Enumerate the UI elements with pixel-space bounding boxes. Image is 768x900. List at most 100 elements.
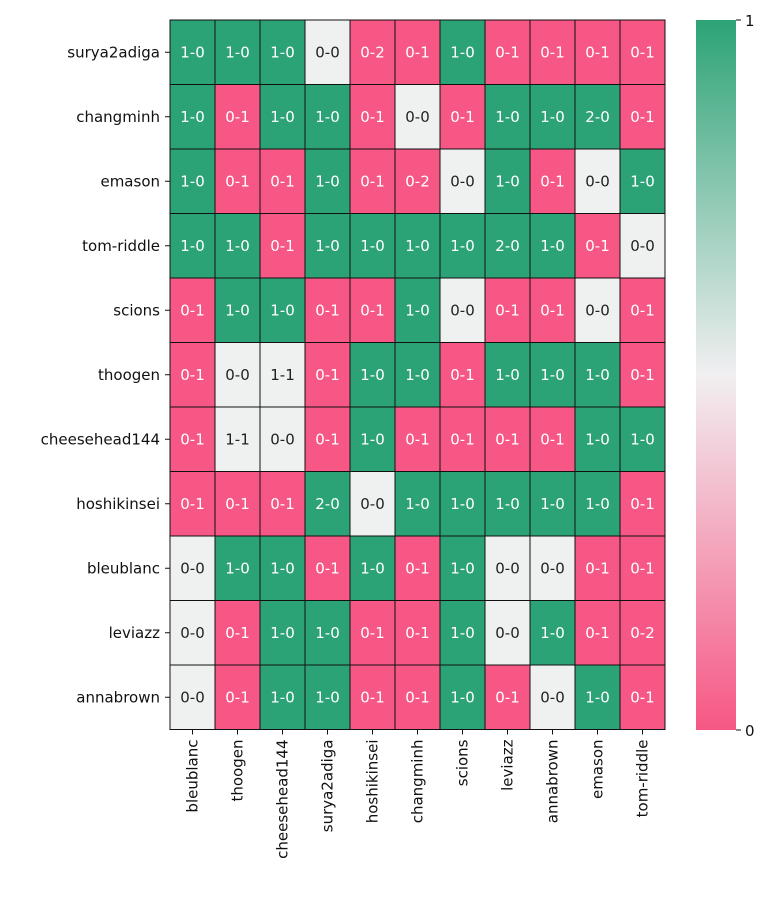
cell-annotation: 0-1: [360, 624, 385, 642]
cell-annotation: 1-0: [225, 301, 250, 319]
cell-annotation: 1-0: [180, 237, 205, 255]
cell-annotation: 1-0: [585, 430, 610, 448]
cell-annotation: 1-0: [630, 430, 655, 448]
cell-annotation: 0-1: [405, 43, 430, 61]
cell-annotation: 1-0: [360, 430, 385, 448]
cell-annotation: 0-1: [180, 430, 205, 448]
cell-annotation: 0-0: [180, 559, 205, 577]
cell-annotation: 1-0: [540, 624, 565, 642]
heatmap-cell: [259, 277, 306, 343]
heatmap-cell: [619, 277, 666, 343]
heatmap-cell: [529, 342, 576, 408]
cell-annotation: 0-1: [540, 301, 565, 319]
cell-annotation: 0-1: [180, 301, 205, 319]
heatmap-cell: [259, 406, 306, 472]
cell-annotation: 1-0: [450, 688, 475, 706]
heatmap-cell: [169, 19, 216, 85]
heatmap-cell: [529, 277, 576, 343]
cell-annotation: 0-1: [630, 43, 655, 61]
y-tick-labels: surya2adiga changminh emason tom-riddle scio…: [39, 42, 170, 708]
cell-annotation: 0-0: [225, 366, 250, 384]
cell-annotation: 0-1: [630, 301, 655, 319]
colorbar-tick-0: 0: [745, 722, 755, 740]
cell-annotation: 0-1: [360, 301, 385, 319]
heatmap-cell: [574, 406, 621, 472]
heatmap-cell: [484, 664, 531, 730]
cell-annotation: 0-1: [630, 366, 655, 384]
cell-annotation: 0-2: [405, 172, 430, 190]
cell-annotation: 1-0: [540, 495, 565, 513]
cell-annotation: 1-0: [315, 688, 340, 706]
cell-annotation: 0-1: [540, 430, 565, 448]
cell-annotation: 1-0: [450, 237, 475, 255]
heatmap-cell: [574, 277, 621, 343]
cell-annotation: 1-0: [405, 495, 430, 513]
cell-annotation: 0-2: [360, 43, 385, 61]
cell-annotation: 0-1: [315, 366, 340, 384]
heatmap-cell: [349, 664, 396, 730]
heatmap-cell: [439, 471, 486, 537]
heatmap-cell: [529, 406, 576, 472]
cell-annotation: 1-0: [180, 43, 205, 61]
cell-annotation: 0-1: [585, 237, 610, 255]
x-tick-label: hoshikinsei: [364, 740, 382, 824]
y-tick-label: hoshikinsei: [76, 495, 160, 513]
y-tick-label: emason: [100, 172, 160, 190]
heatmap-cell: [214, 664, 261, 730]
x-tick-labels: bleublanc thoogen cheesehead144 surya2adiga…: [182, 729, 653, 860]
cell-annotation: 1-0: [540, 366, 565, 384]
x-tick-label: surya2adiga: [319, 740, 337, 833]
cell-annotation: 0-1: [405, 430, 430, 448]
cell-annotation: 1-0: [270, 559, 295, 577]
colorbar: 1 0: [696, 12, 755, 740]
cell-annotation: 0-1: [225, 688, 250, 706]
cell-annotation: 1-0: [225, 43, 250, 61]
cell-annotation: 0-2: [630, 624, 655, 642]
heatmap-cell: [304, 277, 351, 343]
y-tick-label: annabrown: [76, 688, 160, 706]
cell-annotation: 0-1: [450, 430, 475, 448]
heatmap-cell: [574, 535, 621, 601]
cell-annotation: 1-0: [315, 108, 340, 126]
heatmap-cell: [214, 471, 261, 537]
cell-annotation: 0-0: [450, 172, 475, 190]
y-tick-label: scions: [113, 301, 160, 319]
cell-annotation: 2-0: [585, 108, 610, 126]
cell-annotation: 1-0: [450, 495, 475, 513]
heatmap-cell: [214, 277, 261, 343]
cell-annotation: 1-0: [180, 108, 205, 126]
heatmap-cell: [619, 600, 666, 666]
cell-annotation: 0-1: [180, 366, 205, 384]
heatmap-cell: [349, 277, 396, 343]
cell-annotation: 0-0: [405, 108, 430, 126]
cell-annotation: 1-0: [225, 559, 250, 577]
cell-annotation: 0-1: [270, 237, 295, 255]
cell-annotation: 0-1: [315, 301, 340, 319]
heatmap-cell: [394, 664, 441, 730]
cell-annotation: 0-1: [360, 108, 385, 126]
cell-annotation: 0-1: [630, 108, 655, 126]
cell-annotation: 0-0: [315, 43, 340, 61]
heatmap-cell: [394, 600, 441, 666]
cell-annotation: 0-1: [585, 559, 610, 577]
cell-annotation: 0-1: [405, 559, 430, 577]
cell-annotation: 2-0: [495, 237, 520, 255]
heatmap-cell: [439, 213, 486, 279]
cell-annotation: 0-1: [450, 108, 475, 126]
cell-annotation: 0-1: [585, 624, 610, 642]
cell-annotation: 1-0: [360, 237, 385, 255]
cell-annotation: 1-0: [360, 366, 385, 384]
cell-annotation: 1-0: [405, 237, 430, 255]
cell-annotation: 1-0: [495, 108, 520, 126]
heatmap-cell: [394, 277, 441, 343]
heatmap-cell: [439, 406, 486, 472]
cell-annotation: 1-0: [405, 366, 430, 384]
x-tick-label: leviazz: [499, 739, 517, 791]
heatmap-cell: [574, 19, 621, 85]
heatmap-cell: [439, 535, 486, 601]
heatmap-cell: [169, 600, 216, 666]
cell-annotation: 1-0: [270, 43, 295, 61]
cell-annotation: 0-1: [270, 495, 295, 513]
heatmap-cell: [259, 600, 306, 666]
cell-annotation: 0-1: [180, 495, 205, 513]
